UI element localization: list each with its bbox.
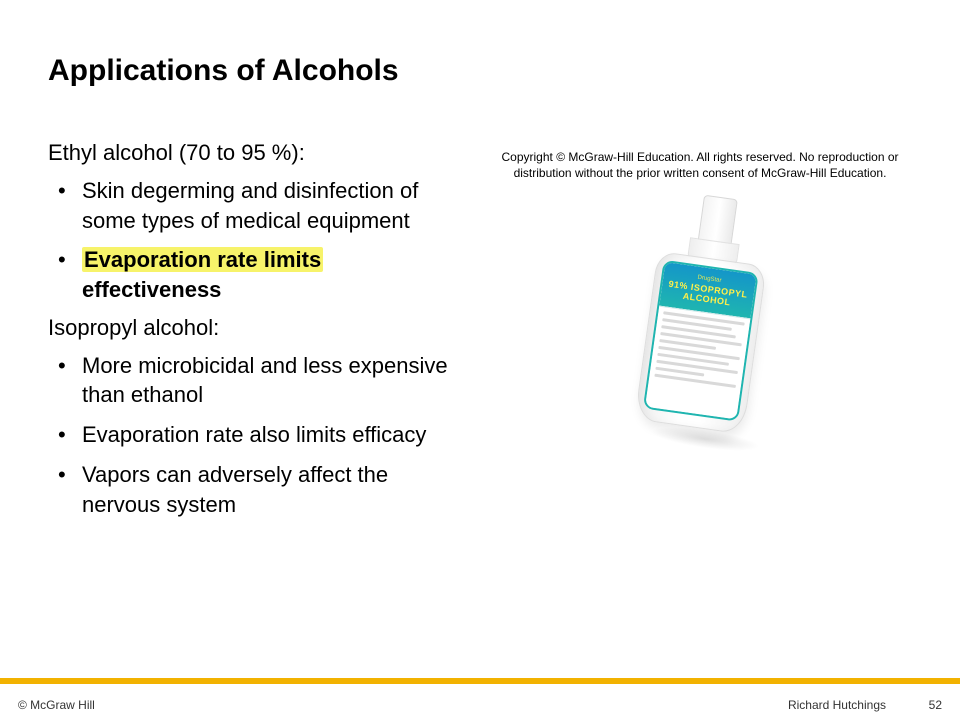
bottle: DrugStar 91% ISOPROPYL ALCOHOL [630, 189, 781, 433]
section1-heading: Ethyl alcohol (70 to 95 %): [48, 140, 468, 166]
bottle-image: DrugStar 91% ISOPROPYL ALCOHOL [610, 190, 800, 440]
footer-bar [0, 678, 960, 684]
bold-text: effectiveness [82, 277, 221, 302]
list-item: More microbicidal and less expensive tha… [48, 351, 468, 410]
page-number: 52 [902, 698, 942, 712]
fine-print-lines [651, 311, 745, 415]
list-item: Evaporation rate limits effectiveness [48, 245, 468, 304]
footer-right: Richard Hutchings [95, 698, 902, 712]
section1-bullets: Skin degerming and disinfection of some … [48, 176, 468, 305]
list-item: Vapors can adversely affect the nervous … [48, 460, 468, 519]
image-caption: Copyright © McGraw-Hill Education. All r… [480, 150, 920, 181]
bottle-cap [698, 195, 738, 245]
bottle-label-bottom [645, 306, 750, 420]
footer: © McGraw Hill Richard Hutchings 52 [0, 690, 960, 720]
list-item: Evaporation rate also limits efficacy [48, 420, 468, 450]
footer-left: © McGraw Hill [18, 698, 95, 712]
highlighted-text: Evaporation rate limits [82, 247, 323, 272]
section2-heading: Isopropyl alcohol: [48, 315, 468, 341]
content-body: Ethyl alcohol (70 to 95 %): Skin degermi… [48, 140, 468, 529]
section2-bullets: More microbicidal and less expensive tha… [48, 351, 468, 519]
page-title: Applications of Alcohols [48, 54, 399, 88]
slide: Applications of Alcohols Ethyl alcohol (… [0, 0, 960, 720]
list-item: Skin degerming and disinfection of some … [48, 176, 468, 235]
